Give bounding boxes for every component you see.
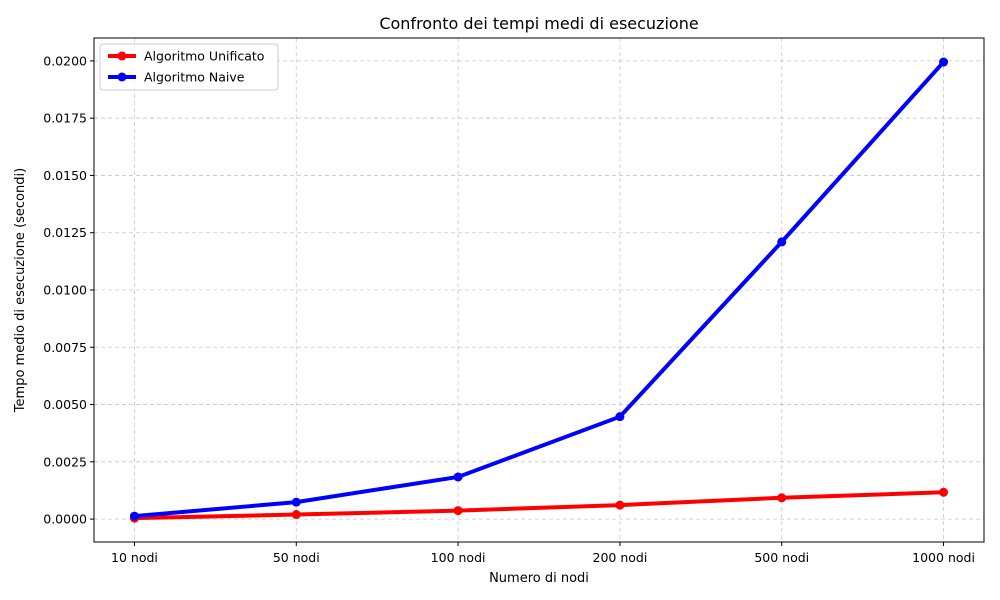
y-tick-label: 0.0125 [43, 225, 87, 240]
y-axis-title: Tempo medio di esecuzione (secondi) [13, 168, 28, 413]
data-point [777, 237, 787, 247]
x-tick-label: 10 nodi [111, 550, 158, 565]
y-tick-label: 0.0200 [43, 53, 87, 68]
data-point [453, 472, 463, 482]
data-point [939, 57, 949, 67]
y-tick-label: 0.0100 [43, 283, 87, 298]
x-axis-title: Numero di nodi [489, 571, 589, 586]
legend-marker-unificato [117, 51, 127, 61]
series-line [132, 60, 946, 519]
data-point [777, 493, 787, 503]
y-tick-label: 0.0175 [43, 111, 87, 126]
x-tick-label: 50 nodi [273, 550, 320, 565]
chart-title: Confronto dei tempi medi di esecuzione [379, 14, 698, 33]
y-axis: 0.0000 0.0025 0.0050 0.0075 0.0100 0.0125 0.01… [43, 53, 94, 527]
y-tick-label: 0.0025 [43, 454, 87, 469]
x-tick-label: 1000 nodi [912, 550, 975, 565]
grid [94, 38, 984, 542]
series-group [129, 57, 949, 523]
y-tick-label: 0.0150 [43, 168, 87, 183]
data-point [615, 412, 625, 422]
y-tick-label: 0.0050 [43, 397, 87, 412]
data-point [453, 506, 463, 516]
data-point [291, 510, 301, 520]
legend: Algoritmo Unificato Algoritmo Naive [99, 43, 279, 91]
legend-marker-naive [117, 72, 127, 82]
series-naive [129, 57, 949, 521]
x-axis: 10 nodi 50 nodi 100 nodi 200 nodi 500 nodi 10… [111, 542, 975, 565]
y-tick-label: 0.0075 [43, 340, 87, 355]
x-tick-label: 200 nodi [593, 550, 648, 565]
data-point [129, 511, 139, 521]
data-point [615, 500, 625, 510]
x-tick-label: 500 nodi [754, 550, 809, 565]
legend-label-unificato: Algoritmo Unificato [144, 49, 264, 64]
y-tick-label: 0.0000 [43, 512, 87, 527]
data-point [939, 487, 949, 497]
legend-box [99, 43, 279, 91]
legend-label-naive: Algoritmo Naive [144, 70, 245, 85]
x-tick-label: 100 nodi [431, 550, 486, 565]
data-point [291, 497, 301, 507]
series-line [132, 490, 946, 521]
